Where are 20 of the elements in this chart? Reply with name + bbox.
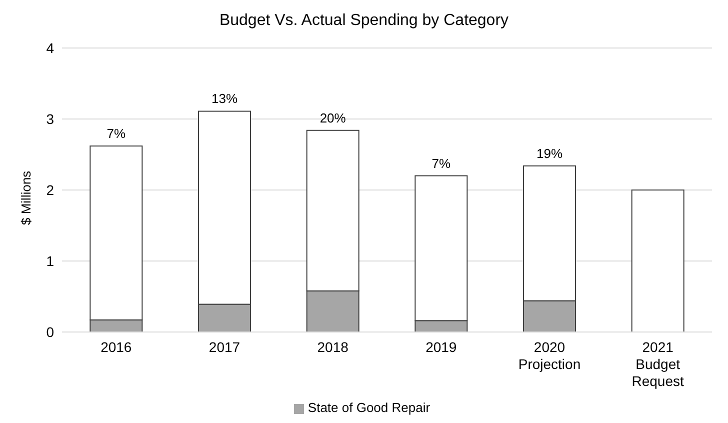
annotation: 7% <box>106 126 126 141</box>
annotation: 13% <box>211 91 238 106</box>
y-tick-label: 1 <box>46 252 54 269</box>
legend-label: State of Good Repair <box>308 400 430 415</box>
y-tick-label: 3 <box>46 110 54 127</box>
x-tick-label: 2018 <box>317 339 349 355</box>
y-tick-label: 0 <box>46 324 54 340</box>
x-tick-label: 2019 <box>426 339 457 355</box>
bar <box>631 190 684 332</box>
x-tick-label: 2017 <box>208 339 240 355</box>
annotation: 20% <box>320 110 346 126</box>
x-tick-label: 2021 Budget Request <box>632 339 684 389</box>
annotation: 19% <box>536 146 563 161</box>
x-tick-label: 2020 Projection <box>518 339 581 372</box>
x-tick-label: 2016 <box>100 339 132 355</box>
annotation: 7% <box>432 156 451 171</box>
y-axis-title: $ Millions <box>18 170 34 225</box>
chart-title: Budget Vs. Actual Spending by Category <box>218 11 510 31</box>
y-tick-label: 4 <box>46 40 54 56</box>
y-tick-label: 2 <box>46 182 54 198</box>
